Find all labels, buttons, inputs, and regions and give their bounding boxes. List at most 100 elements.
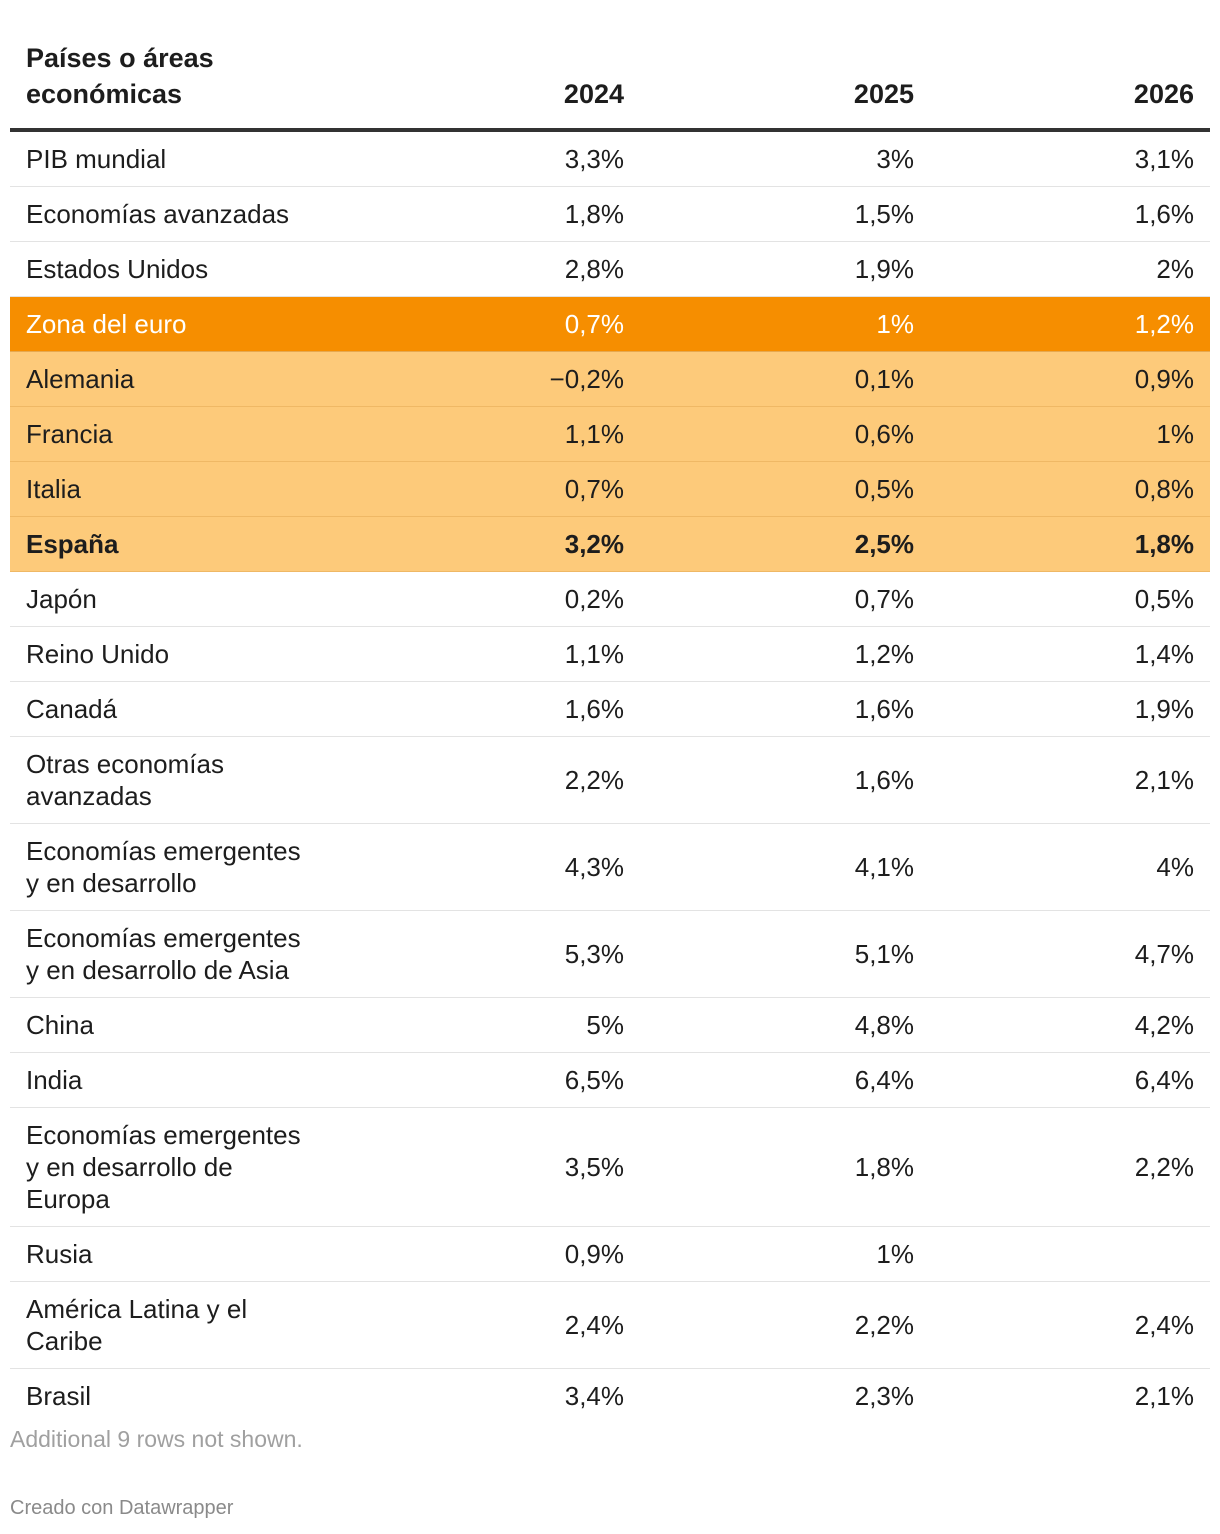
value-2026: 0,9% [930, 351, 1210, 407]
header-2025[interactable]: 2025 [640, 40, 930, 132]
value-2024: 1,1% [340, 406, 640, 462]
header-2024[interactable]: 2024 [340, 40, 640, 132]
value-2025: 4,8% [640, 997, 930, 1053]
row-label: Economías emergentes y en desarrollo [10, 823, 340, 911]
value-2026: 2,4% [930, 1281, 1210, 1369]
row-label: China [10, 997, 340, 1053]
value-2025: 1% [640, 1226, 930, 1282]
value-2025: 1,5% [640, 186, 930, 242]
row-label: Alemania [10, 351, 340, 407]
row-label: Zona del euro [10, 296, 340, 352]
datawrapper-credit[interactable]: Creado con Datawrapper [10, 1497, 234, 1519]
value-2024: 1,6% [340, 681, 640, 737]
row-label: Francia [10, 406, 340, 462]
value-2024: 1,8% [340, 186, 640, 242]
value-2026: 4,2% [930, 997, 1210, 1053]
table-row: Italia 0,7% 0,5% 0,8% [10, 461, 1210, 517]
row-label: India [10, 1052, 340, 1108]
value-2024: 0,7% [340, 296, 640, 352]
row-label: España [10, 516, 340, 572]
row-label: Estados Unidos [10, 241, 340, 297]
row-label: Economías emergentes y en desarrollo de … [10, 1107, 340, 1227]
table-header: Países o áreas económicas 2024 2025 2026 [10, 40, 1210, 132]
row-label: Italia [10, 461, 340, 517]
value-2026: 0,8% [930, 461, 1210, 517]
value-2025: 1,6% [640, 736, 930, 824]
table-row: Japón 0,2% 0,7% 0,5% [10, 571, 1210, 627]
value-2024: 0,2% [340, 571, 640, 627]
table-row: PIB mundial 3,3% 3% 3,1% [10, 130, 1210, 187]
growth-table: Países o áreas económicas 2024 2025 2026… [10, 40, 1210, 1423]
value-2026: 1,2% [930, 296, 1210, 352]
value-2026: 1,9% [930, 681, 1210, 737]
value-2025: 1,2% [640, 626, 930, 682]
value-2025: 1,8% [640, 1107, 930, 1227]
value-2025: 1,6% [640, 681, 930, 737]
value-2025: 0,7% [640, 571, 930, 627]
table-row: Economías avanzadas 1,8% 1,5% 1,6% [10, 186, 1210, 242]
value-2024: 2,2% [340, 736, 640, 824]
header-countries[interactable]: Países o áreas económicas [10, 40, 340, 132]
table-row: Canadá 1,6% 1,6% 1,9% [10, 681, 1210, 737]
value-2026: 0,5% [930, 571, 1210, 627]
value-2025: 5,1% [640, 910, 930, 998]
value-2024: 5% [340, 997, 640, 1053]
value-2026: 4% [930, 823, 1210, 911]
value-2025: 6,4% [640, 1052, 930, 1108]
header-row: Países o áreas económicas 2024 2025 2026 [10, 40, 1210, 132]
value-2024: −0,2% [340, 351, 640, 407]
value-2025: 2,5% [640, 516, 930, 572]
table-row: Rusia 0,9% 1% [10, 1226, 1210, 1282]
value-2024: 4,3% [340, 823, 640, 911]
value-2024: 0,9% [340, 1226, 640, 1282]
value-2026: 1,6% [930, 186, 1210, 242]
value-2026: 3,1% [930, 130, 1210, 187]
table-row: China 5% 4,8% 4,2% [10, 997, 1210, 1053]
table-row: Alemania −0,2% 0,1% 0,9% [10, 351, 1210, 407]
row-label: Japón [10, 571, 340, 627]
row-label: Rusia [10, 1226, 340, 1282]
row-label: América Latina y el Caribe [10, 1281, 340, 1369]
value-2026: 2,2% [930, 1107, 1210, 1227]
value-2024: 3,3% [340, 130, 640, 187]
value-2026: 2,1% [1134, 1381, 1194, 1411]
value-2025: 0,6% [640, 406, 930, 462]
value-2026: 6,4% [930, 1052, 1210, 1108]
value-2024: 1,1% [340, 626, 640, 682]
value-2026: 1% [930, 406, 1210, 462]
value-2024: 5,3% [340, 910, 640, 998]
value-2026: 2% [930, 241, 1210, 297]
value-2026 [930, 1226, 1210, 1282]
value-2025: 3% [640, 130, 930, 187]
table-row: Economías emergentes y en desarrollo de … [10, 910, 1210, 998]
value-2025: 2,3% [854, 1381, 914, 1411]
table-row: Economías emergentes y en desarrollo de … [10, 1107, 1210, 1227]
table-row: España 3,2% 2,5% 1,8% [10, 516, 1210, 572]
table-row: Estados Unidos 2,8% 1,9% 2% [10, 241, 1210, 297]
value-2024: 6,5% [340, 1052, 640, 1108]
value-2025: 0,5% [640, 461, 930, 517]
table-row: Francia 1,1% 0,6% 1% [10, 406, 1210, 462]
table-row: Brasil 3,4% 2,3% 2,1% [10, 1369, 1210, 1424]
row-label: Canadá [10, 681, 340, 737]
table-row: India 6,5% 6,4% 6,4% [10, 1052, 1210, 1108]
table-row: Economías emergentes y en desarrollo 4,3%… [10, 823, 1210, 911]
value-2025: 1,9% [640, 241, 930, 297]
value-2026: 1,8% [930, 516, 1210, 572]
value-2024: 3,4% [564, 1381, 624, 1411]
rows-not-shown-note: Additional 9 rows not shown. [10, 1426, 303, 1452]
row-label: Reino Unido [10, 626, 340, 682]
table-row: Zona del euro 0,7% 1% 1,2% [10, 296, 1210, 352]
value-2025: 4,1% [640, 823, 930, 911]
value-2024: 0,7% [340, 461, 640, 517]
value-2024: 3,5% [340, 1107, 640, 1227]
row-label: Otras economías avanzadas [10, 736, 340, 824]
value-2024: 3,2% [340, 516, 640, 572]
header-2026[interactable]: 2026 [930, 40, 1210, 132]
table-row: América Latina y el Caribe 2,4% 2,2% 2,4% [10, 1281, 1210, 1369]
growth-table-container: Países o áreas económicas 2024 2025 2026… [10, 40, 1210, 1423]
value-2026: 4,7% [930, 910, 1210, 998]
value-2025: 1% [640, 296, 930, 352]
table-body: PIB mundial 3,3% 3% 3,1% Economías avanzadas… [10, 130, 1210, 1423]
row-label: Economías emergentes y en desarrollo de … [10, 910, 340, 998]
